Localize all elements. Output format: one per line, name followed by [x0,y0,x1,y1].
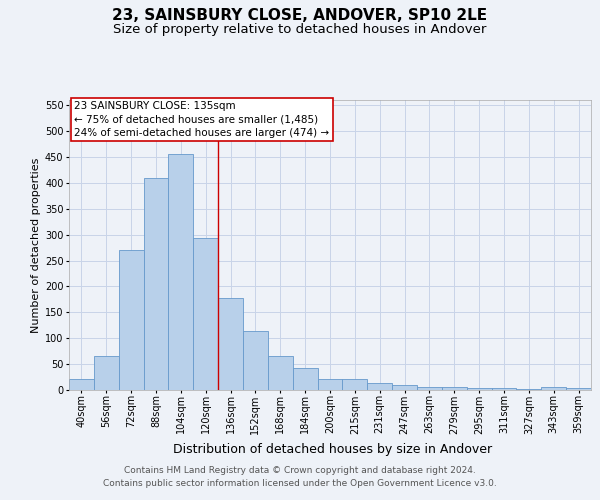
Bar [491,388,517,390]
Text: 23, SAINSBURY CLOSE, ANDOVER, SP10 2LE: 23, SAINSBURY CLOSE, ANDOVER, SP10 2LE [112,8,488,22]
Bar [317,378,343,390]
Bar [392,385,417,390]
Bar [541,388,566,390]
Bar [218,298,243,390]
Bar [143,178,169,390]
Bar [193,238,218,390]
Bar [94,356,119,390]
Bar [417,387,442,390]
Bar [566,388,591,390]
Bar [367,383,392,390]
Bar [517,389,541,390]
Text: Size of property relative to detached houses in Andover: Size of property relative to detached ho… [113,22,487,36]
Bar [119,250,143,390]
Text: Contains HM Land Registry data © Crown copyright and database right 2024.
Contai: Contains HM Land Registry data © Crown c… [103,466,497,487]
Text: 23 SAINSBURY CLOSE: 135sqm
← 75% of detached houses are smaller (1,485)
24% of s: 23 SAINSBURY CLOSE: 135sqm ← 75% of deta… [74,102,329,138]
Bar [442,387,467,390]
Bar [343,378,367,390]
Bar [169,154,193,390]
Text: Distribution of detached houses by size in Andover: Distribution of detached houses by size … [173,442,493,456]
Y-axis label: Number of detached properties: Number of detached properties [31,158,41,332]
Bar [243,332,268,390]
Bar [467,388,491,390]
Bar [69,378,94,390]
Bar [268,356,293,390]
Bar [293,368,317,390]
